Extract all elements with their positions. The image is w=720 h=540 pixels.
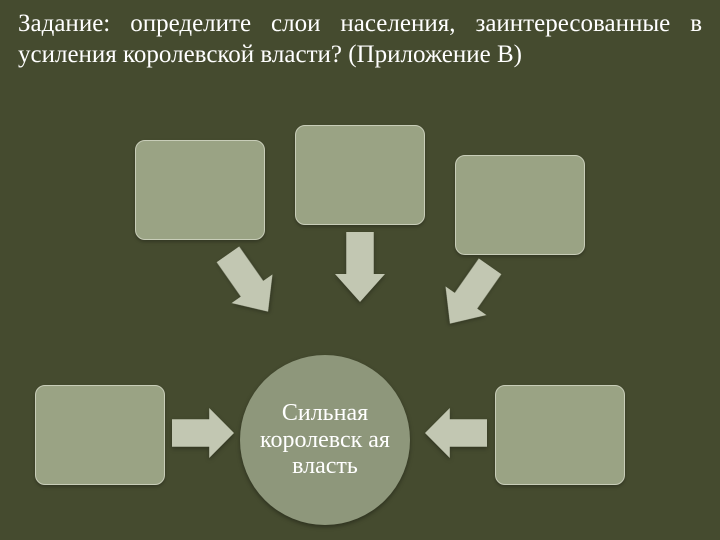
task-title: Задание: определите слои населения, заин… <box>18 8 702 71</box>
arrow-from-top-left <box>207 240 288 326</box>
node-bot-right <box>495 385 625 485</box>
center-circle: Сильная королевск ая власть <box>240 355 410 525</box>
arrow-from-top-right <box>429 252 510 338</box>
arrow-from-bot-right <box>425 408 487 458</box>
node-top-mid <box>295 125 425 225</box>
node-bot-left <box>35 385 165 485</box>
node-top-right <box>455 155 585 255</box>
arrow-from-bot-left <box>172 408 234 458</box>
node-top-left <box>135 140 265 240</box>
center-circle-label: Сильная королевск ая власть <box>240 400 410 479</box>
arrow-from-top-mid <box>335 232 385 302</box>
slide: Задание: определите слои населения, заин… <box>0 0 720 540</box>
